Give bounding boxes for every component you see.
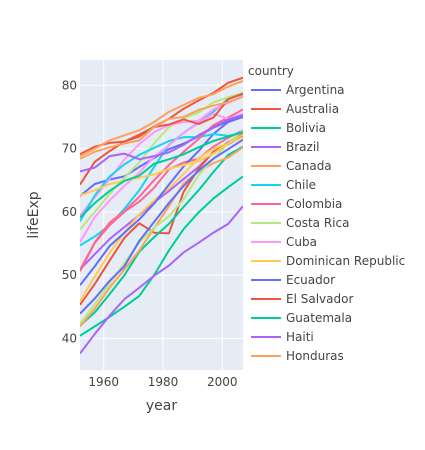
series-line bbox=[80, 146, 243, 327]
series-line bbox=[80, 131, 243, 219]
legend-item-label[interactable]: Ecuador bbox=[286, 273, 335, 287]
legend-item-label[interactable]: Canada bbox=[286, 159, 332, 173]
y-tick-label: 40 bbox=[62, 331, 77, 345]
series-line bbox=[80, 138, 243, 315]
legend-item-label[interactable]: Honduras bbox=[286, 349, 344, 363]
legend-item-label[interactable]: Bolivia bbox=[286, 121, 326, 135]
y-tick-label: 50 bbox=[62, 268, 77, 282]
x-axis-ticks: 1960 1980 2000 bbox=[88, 375, 237, 389]
legend: country Argentina Australia Bolivia Brazil C… bbox=[248, 64, 405, 363]
y-tick-label: 60 bbox=[62, 205, 77, 219]
series-line bbox=[80, 91, 243, 231]
series-line bbox=[80, 79, 243, 158]
legend-item-label[interactable]: Cuba bbox=[286, 235, 317, 249]
series-line bbox=[80, 135, 243, 306]
series-line bbox=[80, 145, 243, 327]
series-line bbox=[80, 95, 243, 217]
y-axis-ticks: 40 50 60 70 80 bbox=[62, 78, 77, 345]
y-tick-label: 70 bbox=[62, 142, 77, 156]
legend-item-label[interactable]: Argentina bbox=[286, 83, 345, 97]
legend-item-label[interactable]: Australia bbox=[286, 102, 339, 116]
legend-item-label[interactable]: Dominican Republic bbox=[286, 254, 405, 268]
x-tick-label: 1960 bbox=[88, 375, 119, 389]
y-tick-label: 80 bbox=[62, 78, 77, 92]
series-line bbox=[80, 136, 243, 197]
series-line bbox=[80, 92, 243, 186]
series-lines bbox=[80, 76, 243, 355]
x-tick-label: 1980 bbox=[148, 375, 179, 389]
x-tick-label: 2000 bbox=[207, 375, 238, 389]
y-axis-title: lifeExp bbox=[26, 191, 42, 238]
legend-item-label[interactable]: El Salvador bbox=[286, 292, 353, 306]
series-line bbox=[80, 114, 243, 173]
series-line bbox=[80, 115, 243, 286]
legend-item-label[interactable]: Costa Rica bbox=[286, 216, 349, 230]
legend-title: country bbox=[248, 64, 294, 78]
legend-item-label[interactable]: Brazil bbox=[286, 140, 320, 154]
legend-item-label[interactable]: Haiti bbox=[286, 330, 314, 344]
legend-item-label[interactable]: Colombia bbox=[286, 197, 342, 211]
series-line bbox=[80, 205, 243, 355]
legend-item-label[interactable]: Guatemala bbox=[286, 311, 352, 325]
series-line bbox=[80, 131, 243, 222]
series-line bbox=[80, 95, 243, 160]
legend-item-label[interactable]: Chile bbox=[286, 178, 316, 192]
x-axis-title: year bbox=[146, 398, 177, 414]
series-line bbox=[80, 129, 243, 272]
